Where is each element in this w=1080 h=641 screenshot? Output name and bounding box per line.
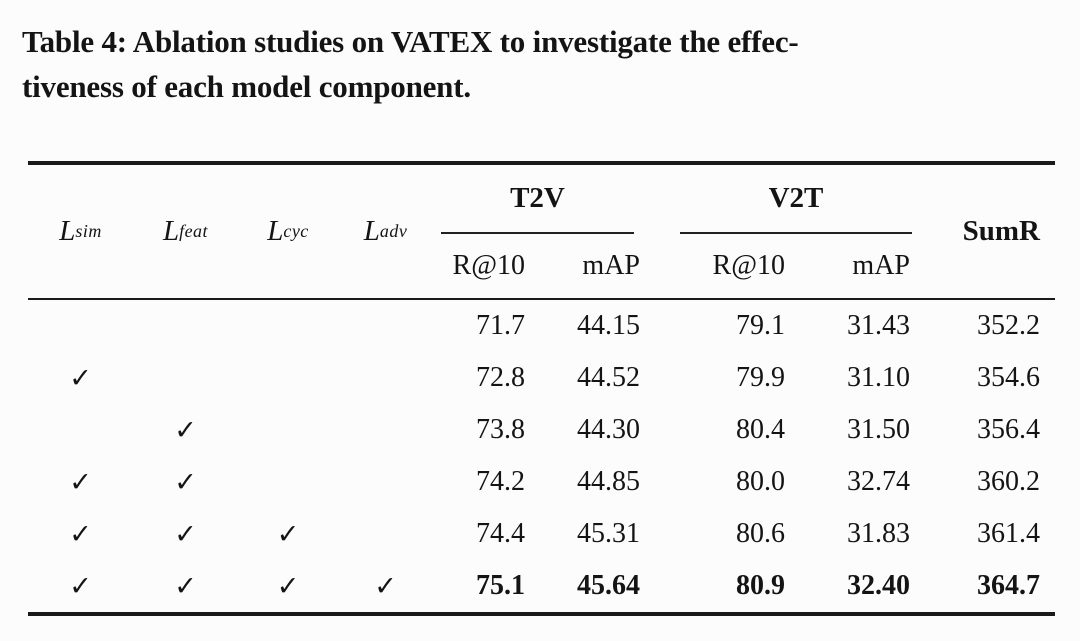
loss-cyc-base: L — [267, 215, 284, 247]
v2t-map-value: 32.74 — [847, 466, 910, 497]
check-icon: ✓ — [174, 518, 197, 550]
check-icon: ✓ — [69, 362, 92, 394]
header-group-t2v: T2V — [441, 165, 634, 234]
check-icon: ✓ — [174, 570, 197, 602]
header-t2v-map: mAP — [582, 250, 640, 281]
t2v-map-value: 45.64 — [577, 570, 640, 601]
v2t-r10-value: 80.6 — [736, 518, 785, 549]
t2v-r10-value: 74.2 — [476, 466, 525, 497]
table-caption: Table 4: Ablation studies on VATEX to in… — [22, 20, 1032, 110]
v2t-r10-value: 79.9 — [736, 362, 785, 393]
v2t-r10-value: 79.1 — [736, 310, 785, 341]
t2v-r10-value: 74.4 — [476, 518, 525, 549]
v2t-r10-value: 80.0 — [736, 466, 785, 497]
loss-sim-base: L — [59, 215, 76, 247]
t2v-r10-value: 71.7 — [476, 310, 525, 341]
check-icon: ✓ — [69, 466, 92, 498]
loss-feat-base: L — [162, 215, 180, 247]
table-row: 71.7 44.15 79.1 31.43 352.2 — [28, 300, 1055, 352]
sumr-value: 361.4 — [977, 518, 1040, 549]
table-row: ✓ ✓ ✓ 74.4 45.31 80.6 31.83 361.4 — [28, 508, 1055, 560]
sumr-value: 360.2 — [977, 466, 1040, 497]
v2t-r10-value: 80.4 — [736, 414, 785, 445]
check-icon: ✓ — [276, 518, 300, 550]
table-row: ✓ 73.8 44.30 80.4 31.50 356.4 — [28, 404, 1055, 456]
sumr-value: 364.7 — [977, 570, 1040, 601]
table-row: ✓ ✓ ✓ ✓ 75.1 45.64 80.9 32.40 364.7 — [28, 560, 1055, 612]
loss-sim-sub: sim — [75, 221, 102, 241]
caption-line-2: tiveness of each model component. — [22, 68, 471, 104]
t2v-map-value: 44.30 — [577, 414, 640, 445]
v2t-map-value: 31.10 — [847, 362, 910, 393]
t2v-r10-value: 73.8 — [476, 414, 525, 445]
sumr-value: 354.6 — [977, 362, 1040, 393]
header-group-v2t: V2T — [680, 165, 912, 234]
sumr-value: 356.4 — [977, 414, 1040, 445]
loss-cyc-sub: cyc — [283, 221, 309, 241]
t2v-map-value: 44.15 — [577, 310, 640, 341]
v2t-map-value: 32.40 — [847, 570, 910, 601]
check-icon: ✓ — [174, 466, 197, 498]
caption-line-1: Table 4: Ablation studies on VATEX to in… — [22, 24, 799, 59]
t2v-map-value: 44.52 — [577, 362, 640, 393]
check-icon: ✓ — [276, 570, 300, 602]
loss-adv-sub: adv — [379, 221, 408, 241]
t2v-map-value: 45.31 — [577, 518, 640, 549]
table-body: 71.7 44.15 79.1 31.43 352.2 ✓ 72.8 44.52… — [28, 300, 1055, 612]
v2t-map-value: 31.50 — [847, 414, 910, 445]
v2t-r10-value: 80.9 — [736, 570, 785, 601]
table-row: ✓ 72.8 44.52 79.9 31.10 354.6 — [28, 352, 1055, 404]
t2v-map-value: 44.85 — [577, 466, 640, 497]
header-v2t-map: mAP — [852, 250, 910, 281]
check-icon: ✓ — [69, 518, 92, 550]
header-t2v-r10: R@10 — [452, 250, 525, 281]
table-row: ✓ ✓ 74.2 44.85 80.0 32.74 360.2 — [28, 456, 1055, 508]
loss-adv-base: L — [363, 215, 380, 247]
loss-feat-sub: feat — [179, 221, 209, 241]
v2t-map-value: 31.43 — [847, 310, 910, 341]
t2v-r10-value: 72.8 — [476, 362, 525, 393]
header-v2t-r10: R@10 — [712, 250, 785, 281]
v2t-map-value: 31.83 — [847, 518, 910, 549]
check-icon: ✓ — [69, 570, 92, 602]
sumr-value: 352.2 — [977, 310, 1040, 341]
check-icon: ✓ — [174, 414, 197, 446]
t2v-r10-value: 75.1 — [476, 570, 525, 601]
check-icon: ✓ — [374, 570, 397, 602]
header-sumr: SumR — [962, 215, 1040, 247]
